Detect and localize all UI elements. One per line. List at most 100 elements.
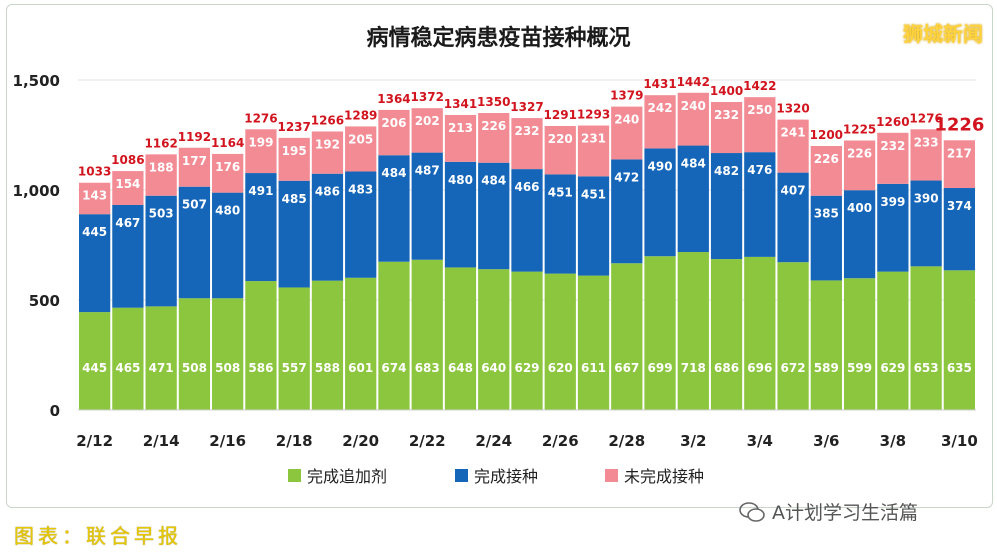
data-label-incomplete: 240 bbox=[614, 113, 639, 127]
total-label: 1293 bbox=[577, 108, 610, 122]
data-label-incomplete: 176 bbox=[215, 160, 240, 174]
data-label-incomplete: 226 bbox=[814, 152, 839, 166]
data-label-incomplete: 232 bbox=[880, 139, 905, 153]
bar-segment-booster bbox=[611, 263, 643, 410]
bar-segment-incomplete bbox=[411, 108, 443, 153]
total-label: 1162 bbox=[144, 136, 177, 150]
total-label: 1364 bbox=[377, 92, 410, 106]
data-label-completed: 480 bbox=[215, 204, 240, 218]
data-label-booster: 696 bbox=[747, 361, 772, 375]
bar-segment-booster bbox=[511, 271, 543, 410]
x-tick-label: 3/10 bbox=[941, 432, 978, 450]
bar-segment-incomplete bbox=[644, 95, 676, 149]
data-label-incomplete: 192 bbox=[315, 137, 340, 151]
bar-segment-incomplete bbox=[112, 171, 144, 205]
data-label-booster: 683 bbox=[415, 361, 440, 375]
data-label-incomplete: 199 bbox=[248, 135, 273, 149]
bar-segment-booster bbox=[245, 281, 277, 410]
bar-segment-completed bbox=[877, 183, 909, 272]
bar-segment-incomplete bbox=[777, 119, 809, 173]
bar-segment-booster bbox=[378, 261, 410, 410]
data-label-booster: 640 bbox=[481, 361, 506, 375]
bar-segment-incomplete bbox=[910, 129, 942, 181]
data-label-completed: 484 bbox=[481, 174, 506, 188]
bar-segment-booster bbox=[910, 266, 942, 410]
bar-segment-completed bbox=[910, 180, 942, 267]
data-label-booster: 601 bbox=[348, 361, 373, 375]
data-label-booster: 620 bbox=[548, 361, 573, 375]
bar-segment-completed bbox=[478, 162, 510, 270]
bar-segment-completed bbox=[178, 186, 211, 299]
data-label-booster: 599 bbox=[847, 361, 872, 375]
data-label-incomplete: 220 bbox=[548, 132, 573, 146]
bar-segment-booster bbox=[411, 259, 443, 410]
data-label-completed: 491 bbox=[248, 184, 273, 198]
total-label: 1291 bbox=[544, 108, 577, 122]
bar-segment-booster bbox=[744, 256, 776, 410]
bar-segment-incomplete bbox=[843, 140, 876, 191]
total-label: 1164 bbox=[211, 136, 244, 150]
y-tick-label: 1,000 bbox=[13, 182, 60, 200]
data-label-completed: 445 bbox=[82, 225, 107, 239]
bar-segment-booster bbox=[943, 270, 976, 410]
total-label: 1289 bbox=[344, 108, 377, 122]
total-label: 1200 bbox=[810, 128, 843, 142]
total-label: 1327 bbox=[510, 100, 543, 114]
bar-segment-completed bbox=[577, 176, 610, 276]
bar-segment-incomplete bbox=[378, 109, 410, 156]
bar-segment-booster bbox=[810, 280, 842, 410]
data-label-booster: 674 bbox=[381, 361, 406, 375]
data-label-booster: 629 bbox=[880, 361, 905, 375]
x-tick-label: 2/24 bbox=[475, 432, 512, 450]
bar-segment-incomplete bbox=[278, 137, 310, 181]
chart-legend: 完成追加剂 完成接种 未完成接种 bbox=[0, 463, 997, 487]
bar-segment-incomplete bbox=[511, 118, 543, 170]
data-label-booster: 465 bbox=[115, 361, 140, 375]
legend-swatch-completed bbox=[455, 468, 468, 482]
bar-segment-incomplete bbox=[577, 125, 610, 177]
x-tick-label: 2/26 bbox=[542, 432, 579, 450]
bar-segment-completed bbox=[411, 152, 443, 260]
data-label-incomplete: 143 bbox=[82, 189, 107, 203]
data-label-completed: 476 bbox=[747, 163, 772, 177]
legend-swatch-booster bbox=[288, 468, 301, 482]
total-label: 1341 bbox=[444, 97, 477, 111]
data-label-incomplete: 154 bbox=[115, 177, 140, 191]
data-label-booster: 471 bbox=[149, 361, 174, 375]
data-label-incomplete: 213 bbox=[448, 121, 473, 135]
data-label-completed: 467 bbox=[115, 216, 140, 230]
bar-segment-incomplete bbox=[145, 154, 177, 196]
total-label: 1260 bbox=[876, 115, 909, 129]
data-label-completed: 385 bbox=[814, 207, 839, 221]
data-label-completed: 484 bbox=[381, 166, 406, 180]
bar-segment-completed bbox=[311, 173, 344, 281]
bar-segment-completed bbox=[943, 188, 976, 271]
bar-segment-incomplete bbox=[810, 146, 842, 196]
data-label-booster: 445 bbox=[82, 361, 107, 375]
data-label-completed: 482 bbox=[714, 164, 739, 178]
data-label-completed: 507 bbox=[182, 198, 207, 212]
data-label-completed: 399 bbox=[880, 195, 905, 209]
x-tick-label: 2/14 bbox=[143, 432, 180, 450]
data-label-booster: 557 bbox=[282, 361, 307, 375]
data-label-completed: 451 bbox=[581, 187, 606, 201]
bar-segment-incomplete bbox=[245, 129, 277, 174]
legend-swatch-incomplete bbox=[605, 468, 618, 482]
bar-segment-booster bbox=[112, 307, 144, 410]
data-label-incomplete: 250 bbox=[747, 103, 772, 117]
data-label-completed: 374 bbox=[947, 199, 972, 213]
bar-segment-completed bbox=[677, 145, 709, 253]
data-label-booster: 635 bbox=[947, 361, 972, 375]
data-label-incomplete: 242 bbox=[648, 101, 673, 115]
bar-segment-completed bbox=[278, 180, 310, 288]
bar-segment-booster bbox=[278, 287, 310, 410]
data-label-incomplete: 232 bbox=[514, 124, 539, 138]
total-label: 1276 bbox=[244, 111, 277, 125]
data-label-booster: 586 bbox=[248, 361, 273, 375]
data-label-booster: 699 bbox=[648, 361, 673, 375]
bar-segment-completed bbox=[611, 159, 643, 264]
data-label-booster: 611 bbox=[581, 361, 606, 375]
bar-segment-booster bbox=[311, 280, 344, 410]
data-label-completed: 400 bbox=[847, 201, 872, 215]
total-label: 1442 bbox=[677, 75, 710, 89]
